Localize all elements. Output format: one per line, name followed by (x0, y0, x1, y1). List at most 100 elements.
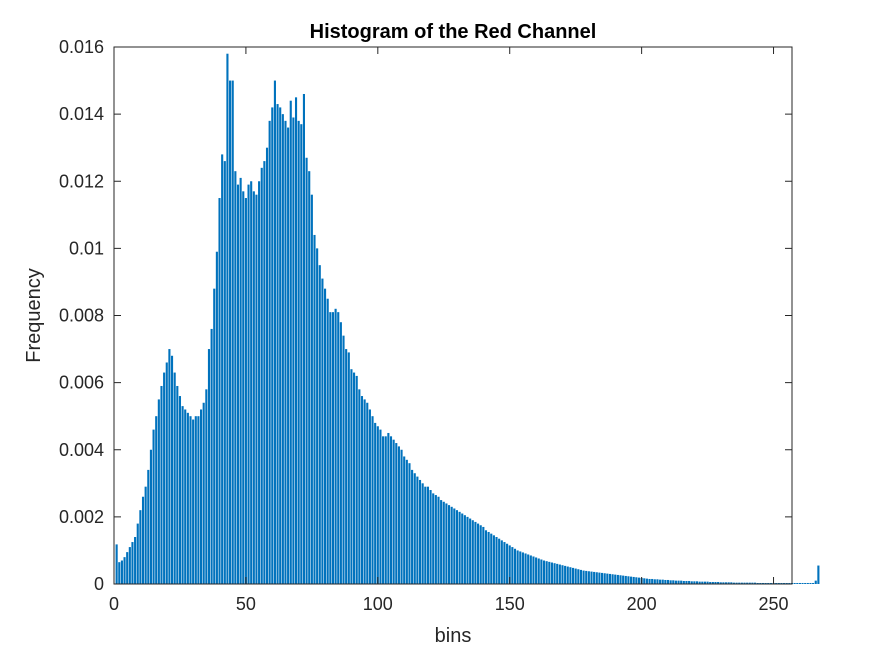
histogram-bar (651, 578, 654, 584)
histogram-bar (730, 582, 733, 584)
histogram-bar (184, 409, 187, 584)
histogram-bar (271, 107, 274, 584)
histogram-bar (492, 535, 495, 584)
histogram-bar (221, 154, 224, 584)
histogram-bar (360, 396, 364, 584)
histogram-bar (147, 469, 150, 584)
histogram-bar (144, 486, 147, 584)
x-tick-label: 0 (109, 594, 119, 614)
histogram-bar (516, 550, 519, 584)
histogram-bar (178, 396, 182, 584)
histogram-bar (331, 312, 335, 584)
histogram-bar (482, 526, 485, 584)
histogram-bar (279, 107, 282, 584)
histogram-bar (437, 496, 440, 584)
histogram-bar (817, 565, 820, 584)
histogram-bar (294, 97, 298, 584)
histogram-bar (703, 581, 706, 584)
histogram-bar (445, 503, 448, 584)
histogram-bar (321, 278, 324, 584)
histogram-bar (297, 120, 300, 584)
histogram-bar (619, 575, 622, 584)
histogram-bar (455, 510, 459, 584)
histogram-bar (200, 409, 203, 584)
histogram-bar (268, 120, 271, 584)
histogram-bar (672, 580, 675, 584)
histogram-bar (408, 463, 411, 584)
histogram-bar (123, 557, 126, 584)
histogram-bar (585, 570, 588, 584)
histogram-bar (769, 582, 772, 584)
histogram-bar (754, 582, 757, 584)
histogram-bar (735, 582, 738, 584)
histogram-bar (189, 416, 192, 584)
y-tick-label: 0.004 (59, 440, 104, 460)
histogram-bar (601, 572, 604, 584)
x-tick-label: 200 (627, 594, 657, 614)
histogram-bar (732, 582, 736, 584)
histogram-bar (545, 561, 548, 584)
histogram-bar (540, 559, 543, 584)
histogram-bar (176, 385, 179, 584)
histogram-bar (149, 449, 152, 584)
histogram-bar (207, 349, 211, 584)
histogram-bar (450, 506, 453, 584)
y-axis-label: Frequency (23, 268, 45, 363)
histogram-bar (363, 399, 366, 584)
histogram-bar (292, 117, 295, 584)
histogram-bar (627, 576, 630, 584)
histogram-bar (759, 582, 762, 584)
bars-layer (115, 53, 820, 585)
histogram-bar (751, 582, 754, 584)
histogram-bar (389, 436, 393, 584)
histogram-bar (374, 422, 377, 584)
histogram-bar (513, 548, 517, 584)
histogram-bar (115, 544, 118, 584)
histogram-bar (582, 570, 585, 584)
histogram-bar (313, 234, 316, 584)
histogram-bar (719, 582, 722, 584)
y-tick-label: 0.006 (59, 373, 104, 393)
histogram-bar (637, 577, 641, 584)
histogram-bar (461, 513, 464, 584)
histogram-bar (577, 569, 580, 584)
histogram-bar (131, 542, 134, 584)
histogram-bar (382, 436, 385, 584)
histogram-bar (471, 520, 474, 584)
histogram-bar (556, 563, 559, 584)
histogram-bar (181, 406, 184, 584)
y-tick-label: 0.016 (59, 37, 104, 57)
histogram-bar (814, 580, 817, 584)
histogram-bar (186, 412, 189, 584)
histogram-bar (579, 569, 582, 584)
histogram-bar (326, 298, 329, 584)
histogram-bar (624, 575, 627, 584)
y-tick-label: 0 (94, 574, 104, 594)
histogram-bar (163, 372, 166, 584)
histogram-bar (424, 486, 427, 584)
histogram-bar (405, 459, 408, 584)
histogram-bar (239, 177, 242, 584)
histogram-bar (128, 547, 131, 584)
histogram-bar (798, 582, 801, 584)
histogram-bar (136, 523, 139, 584)
histogram-bar (653, 579, 656, 584)
histogram-bar (397, 446, 400, 584)
histogram-bar (258, 181, 261, 584)
histogram-bar (717, 581, 720, 584)
histogram-bar (287, 127, 290, 585)
histogram-bar (120, 560, 123, 584)
histogram-bar (727, 582, 730, 584)
histogram-bar (648, 578, 651, 584)
histogram-bar (395, 443, 398, 584)
histogram-bar (645, 578, 648, 584)
histogram-bar (524, 553, 527, 584)
histogram-bar (342, 335, 345, 584)
y-tick-label: 0.014 (59, 104, 104, 124)
histogram-bar (223, 161, 226, 585)
histogram-bar (416, 476, 419, 584)
histogram-bar (218, 198, 221, 584)
histogram-bar (614, 574, 617, 584)
